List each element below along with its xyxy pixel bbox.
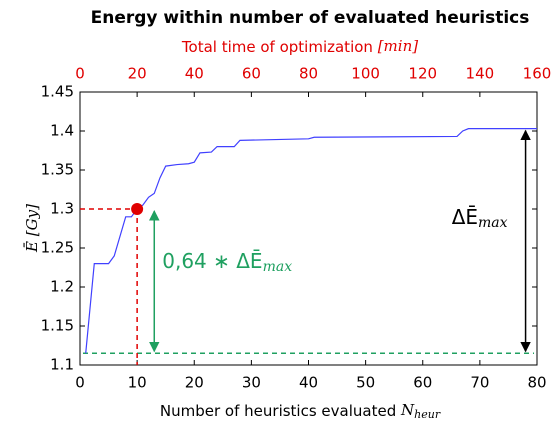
chart-title: Energy within number of evaluated heuris…	[91, 8, 530, 28]
line-series	[85, 128, 537, 354]
label-text: ΔĒ	[452, 205, 478, 229]
x2-tick-label: 20	[128, 65, 147, 83]
x-tick-label: 20	[185, 374, 204, 392]
y-tick-label: 1.1	[50, 356, 74, 374]
y-tick-label: 1.45	[41, 83, 74, 101]
x-tick-label: 40	[299, 374, 318, 392]
x2-tick-label: 160	[523, 65, 552, 83]
y-axis-label: Ē [Gy]	[23, 204, 42, 253]
y-tick-label: 1.2	[50, 278, 74, 296]
x-axis-label: Number of heuristics evaluated Nheur	[160, 401, 441, 421]
reference-point	[131, 203, 144, 215]
partial-label: 0,64 ∗ ΔĒmax	[162, 249, 292, 276]
x-tick-label: 0	[75, 374, 85, 392]
y-tick-label: 1.35	[41, 161, 74, 179]
x2-tick-label: 60	[242, 65, 261, 83]
x2-tick-label: 120	[408, 65, 437, 83]
x-tick-label: 50	[356, 374, 375, 392]
x2-tick-label: 40	[185, 65, 204, 83]
x-tick-label: 70	[470, 374, 489, 392]
label-subscript: max	[263, 259, 293, 275]
x2-tick-label: 100	[351, 65, 380, 83]
x2-tick-label: 140	[466, 65, 495, 83]
full-label: ΔĒmax	[452, 205, 508, 232]
x2-tick-label: 0	[75, 65, 85, 83]
y-tick-label: 1.4	[50, 122, 74, 140]
x-tick-label: 30	[242, 374, 261, 392]
x-tick-label: 10	[128, 374, 147, 392]
x2-axis-label: Total time of optimization [min]	[181, 37, 418, 56]
x-tick-label: 80	[527, 374, 546, 392]
label-subscript: max	[478, 215, 508, 231]
y-tick-label: 1.25	[41, 239, 74, 257]
x2-tick-label: 80	[299, 65, 318, 83]
plot-frame	[79, 91, 538, 366]
x-tick-label: 60	[413, 374, 432, 392]
y-tick-label: 1.15	[41, 317, 74, 335]
y-tick-label: 1.3	[50, 200, 74, 218]
label-text: 0,64 ∗ ΔĒ	[162, 249, 262, 273]
